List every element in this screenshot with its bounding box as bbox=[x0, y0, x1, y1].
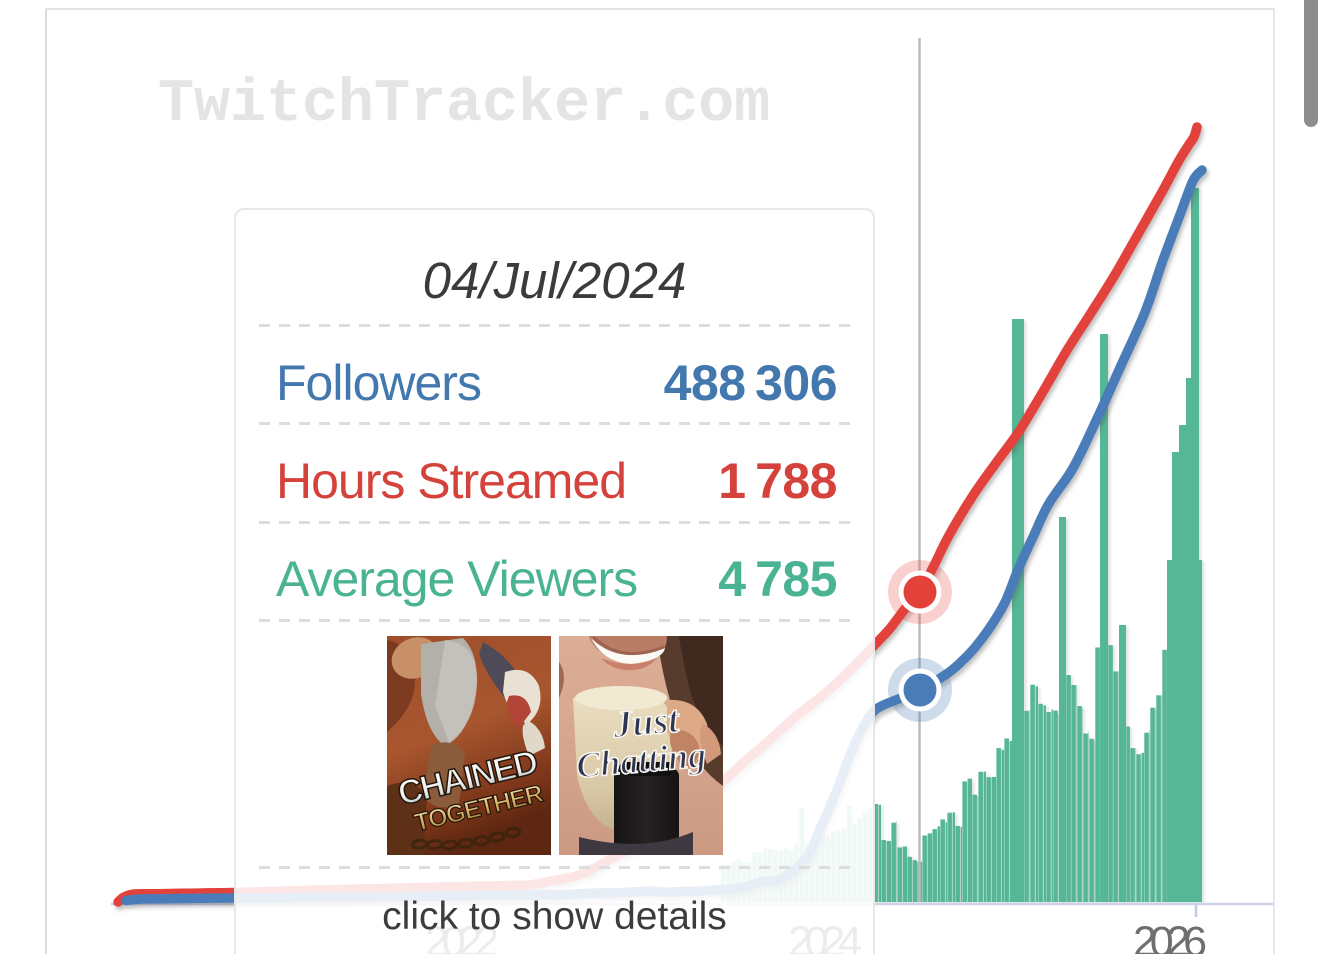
svg-text:Just: Just bbox=[610, 699, 681, 747]
svg-text:2026: 2026 bbox=[1133, 918, 1207, 954]
